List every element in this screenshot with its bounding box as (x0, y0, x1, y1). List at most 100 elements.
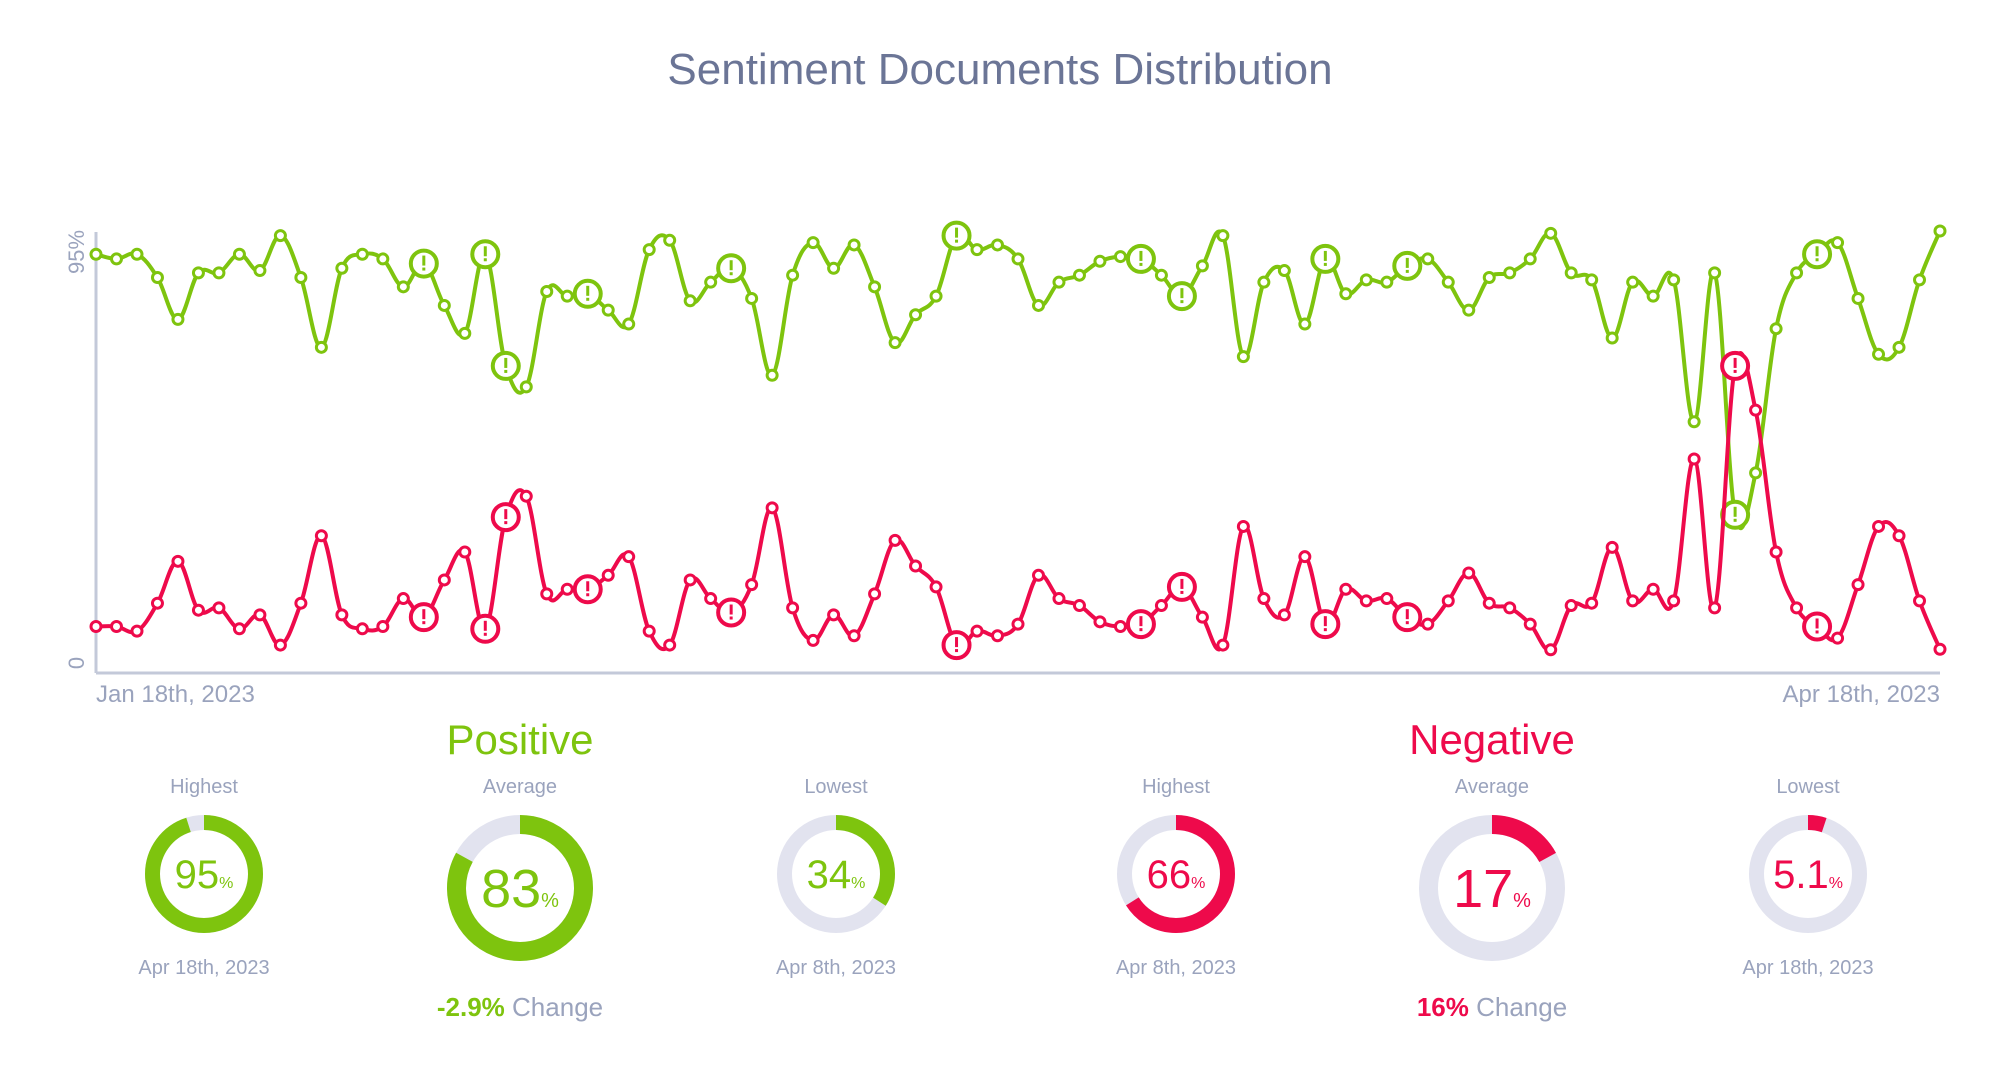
negative-data-point[interactable] (130, 624, 144, 638)
positive-data-point[interactable] (827, 261, 841, 275)
positive-data-point[interactable] (1585, 273, 1599, 287)
positive-data-point[interactable] (130, 247, 144, 261)
negative-data-point[interactable] (1031, 568, 1045, 582)
positive-data-point[interactable] (1236, 350, 1250, 364)
positive-data-point[interactable] (1831, 236, 1845, 250)
negative-data-point[interactable] (314, 529, 328, 543)
positive-data-point[interactable] (109, 252, 123, 266)
positive-data-point[interactable] (1298, 317, 1312, 331)
positive-data-point[interactable] (1380, 275, 1394, 289)
positive-data-point[interactable] (458, 326, 472, 340)
negative-data-point[interactable] (1687, 452, 1701, 466)
negative-alert-marker[interactable] (1166, 571, 1197, 602)
positive-data-point[interactable] (1113, 250, 1127, 264)
negative-data-point[interactable] (540, 587, 554, 601)
positive-alert-marker[interactable] (572, 278, 603, 309)
negative-data-point[interactable] (1441, 594, 1455, 608)
negative-data-point[interactable] (1462, 566, 1476, 580)
negative-data-point[interactable] (1503, 601, 1517, 615)
negative-data-point[interactable] (1093, 615, 1107, 629)
positive-data-point[interactable] (1195, 259, 1209, 273)
positive-alert-marker[interactable] (1310, 243, 1341, 274)
positive-data-point[interactable] (1933, 224, 1947, 238)
negative-data-point[interactable] (929, 580, 943, 594)
positive-data-point[interactable] (191, 266, 205, 280)
positive-data-point[interactable] (806, 236, 820, 250)
positive-alert-marker[interactable] (1125, 243, 1156, 274)
negative-data-point[interactable] (1113, 619, 1127, 633)
negative-data-point[interactable] (1667, 594, 1681, 608)
positive-data-point[interactable] (1769, 322, 1783, 336)
negative-data-point[interactable] (1646, 582, 1660, 596)
negative-data-point[interactable] (888, 533, 902, 547)
positive-data-point[interactable] (1031, 298, 1045, 312)
positive-data-point[interactable] (1503, 266, 1517, 280)
negative-alert-marker[interactable] (1802, 611, 1833, 642)
negative-data-point[interactable] (704, 592, 718, 606)
positive-data-point[interactable] (1646, 289, 1660, 303)
negative-data-point[interactable] (1872, 519, 1886, 533)
positive-data-point[interactable] (560, 289, 574, 303)
negative-data-point[interactable] (847, 629, 861, 643)
negative-data-point[interactable] (745, 578, 759, 592)
negative-alert-marker[interactable] (408, 602, 439, 633)
positive-data-point[interactable] (1052, 275, 1066, 289)
negative-data-point[interactable] (1277, 608, 1291, 622)
negative-data-point[interactable] (1339, 582, 1353, 596)
negative-data-point[interactable] (376, 619, 390, 633)
positive-data-point[interactable] (355, 247, 369, 261)
negative-data-point[interactable] (1544, 643, 1558, 657)
positive-alert-marker[interactable] (1166, 281, 1197, 312)
positive-data-point[interactable] (1667, 273, 1681, 287)
positive-data-point[interactable] (1687, 415, 1701, 429)
positive-data-point[interactable] (1851, 291, 1865, 305)
negative-alert-marker[interactable] (1310, 609, 1341, 640)
negative-data-point[interactable] (786, 601, 800, 615)
positive-data-point[interactable] (376, 252, 390, 266)
positive-data-point[interactable] (1790, 266, 1804, 280)
negative-data-point[interactable] (396, 592, 410, 606)
positive-data-point[interactable] (519, 380, 533, 394)
positive-alert-marker[interactable] (408, 248, 439, 279)
negative-data-point[interactable] (253, 608, 267, 622)
positive-data-point[interactable] (1872, 347, 1886, 361)
positive-data-point[interactable] (1216, 229, 1230, 243)
negative-data-point[interactable] (765, 501, 779, 515)
negative-data-point[interactable] (1749, 403, 1763, 417)
negative-data-point[interactable] (1298, 550, 1312, 564)
positive-data-point[interactable] (1339, 287, 1353, 301)
positive-data-point[interactable] (1564, 266, 1578, 280)
positive-data-point[interactable] (1257, 275, 1271, 289)
negative-data-point[interactable] (232, 622, 246, 636)
negative-data-point[interactable] (683, 573, 697, 587)
positive-data-point[interactable] (1154, 268, 1168, 282)
negative-data-point[interactable] (171, 554, 185, 568)
negative-data-point[interactable] (642, 624, 656, 638)
negative-data-point[interactable] (1933, 642, 1947, 656)
positive-data-point[interactable] (1462, 303, 1476, 317)
positive-data-point[interactable] (929, 289, 943, 303)
positive-data-point[interactable] (970, 243, 984, 257)
negative-data-point[interactable] (519, 489, 533, 503)
positive-data-point[interactable] (89, 247, 103, 261)
positive-data-point[interactable] (1544, 226, 1558, 240)
positive-alert-marker[interactable] (470, 239, 501, 270)
positive-data-point[interactable] (540, 284, 554, 298)
positive-data-point[interactable] (314, 340, 328, 354)
positive-data-point[interactable] (396, 280, 410, 294)
positive-data-point[interactable] (1093, 254, 1107, 268)
positive-data-point[interactable] (1892, 340, 1906, 354)
negative-alert-marker[interactable] (490, 502, 521, 533)
positive-data-point[interactable] (273, 229, 287, 243)
positive-data-point[interactable] (1708, 266, 1722, 280)
negative-data-point[interactable] (150, 596, 164, 610)
positive-data-point[interactable] (1913, 273, 1927, 287)
positive-data-point[interactable] (1359, 273, 1373, 287)
negative-data-point[interactable] (1195, 610, 1209, 624)
negative-data-point[interactable] (109, 619, 123, 633)
negative-data-point[interactable] (212, 601, 226, 615)
positive-data-point[interactable] (1482, 271, 1496, 285)
positive-data-point[interactable] (1749, 466, 1763, 480)
positive-data-point[interactable] (1626, 275, 1640, 289)
positive-data-point[interactable] (622, 317, 636, 331)
